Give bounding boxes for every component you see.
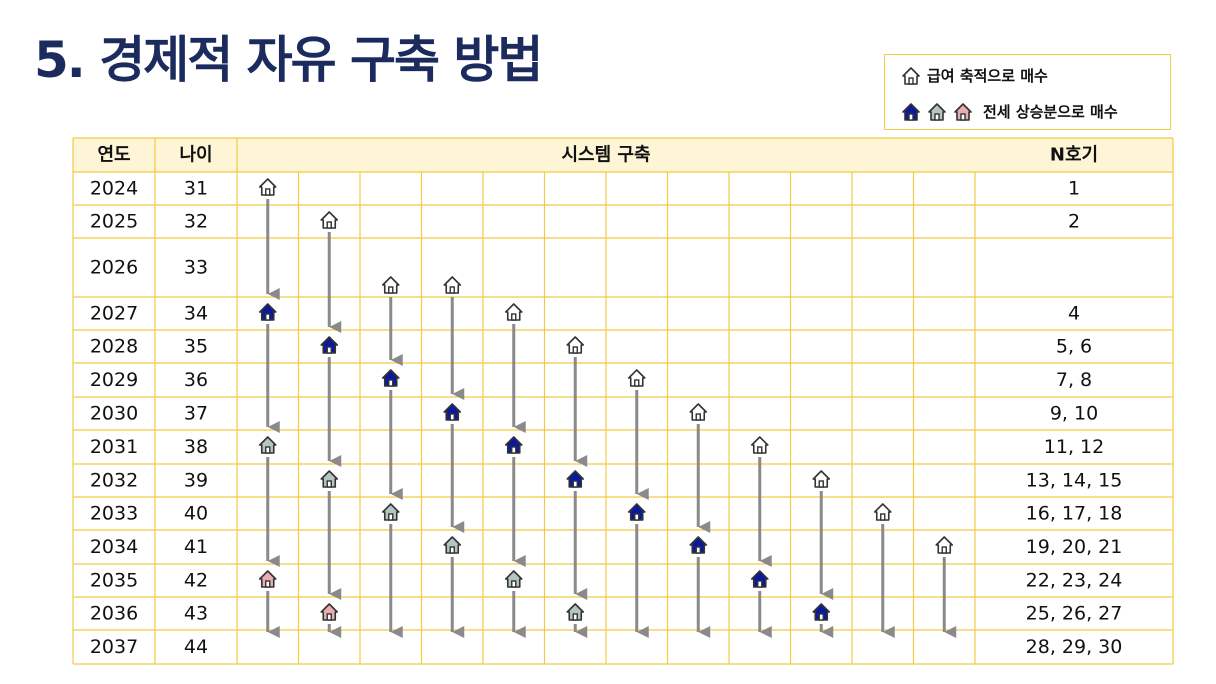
house-gray-icon: [928, 102, 946, 121]
cell-n: 16, 17, 18: [1026, 503, 1123, 525]
house-outline-icon: [627, 369, 646, 387]
house-gray-icon: [566, 603, 585, 621]
cell-n: 9, 10: [1050, 403, 1098, 425]
header-n: N호기: [1050, 145, 1098, 166]
grid-lines: [72, 137, 1174, 665]
legend: 급여 축적으로 매수 전세 상승분으로 매수: [884, 54, 1171, 130]
cell-age: 32: [184, 211, 208, 233]
cell-age: 35: [184, 336, 208, 358]
cell-age: 43: [184, 603, 208, 625]
house-navy-icon: [627, 503, 646, 521]
cell-age: 38: [184, 436, 208, 458]
house-navy-icon: [258, 303, 277, 321]
house-outline-icon: [902, 66, 920, 85]
cell-year: 2029: [90, 369, 138, 391]
cell-year: 2036: [90, 603, 138, 625]
header-age: 나이: [179, 145, 212, 166]
house-outline-icon: [258, 178, 277, 196]
house-outline-icon: [381, 276, 400, 294]
house-outline-icon: [566, 336, 585, 354]
house-navy-icon: [504, 436, 523, 454]
cell-n: 25, 26, 27: [1026, 603, 1123, 625]
cell-n: 13, 14, 15: [1026, 470, 1123, 492]
house-outline-icon: [689, 403, 708, 421]
cell-age: 37: [184, 403, 208, 425]
house-pink-icon: [258, 570, 277, 588]
house-navy-icon: [812, 603, 831, 621]
house-navy-icon: [566, 470, 585, 488]
cell-year: 2037: [90, 636, 138, 658]
house-gray-icon: [258, 436, 277, 454]
cell-n: 2: [1068, 211, 1080, 233]
house-outline-icon: [812, 470, 831, 488]
house-gray-icon: [504, 570, 523, 588]
table-header-bg: [73, 138, 1173, 172]
cell-age: 41: [184, 536, 208, 558]
house-gray-icon: [381, 503, 400, 521]
house-navy-icon: [689, 536, 708, 554]
cell-year: 2033: [90, 503, 138, 525]
cell-age: 39: [184, 470, 208, 492]
house-outline-icon: [443, 276, 462, 294]
cell-age: 31: [184, 178, 208, 200]
cell-age: 42: [184, 570, 208, 592]
house-pink-icon: [954, 102, 972, 121]
cell-year: 2031: [90, 436, 138, 458]
cell-n: 7, 8: [1056, 369, 1092, 391]
legend-item-salary: 급여 축적으로 매수: [901, 65, 1048, 86]
cell-n: 11, 12: [1044, 436, 1104, 458]
cell-n: 5, 6: [1056, 336, 1092, 358]
cell-n: 28, 29, 30: [1026, 636, 1123, 658]
house-navy-icon: [443, 403, 462, 421]
house-outline-icon: [750, 436, 769, 454]
house-outline-icon: [504, 303, 523, 321]
legend-label-jeonse: 전세 상승분으로 매수: [983, 103, 1118, 121]
cell-age: 36: [184, 369, 208, 391]
cell-year: 2032: [90, 470, 138, 492]
cell-year: 2027: [90, 303, 138, 325]
cell-n: 19, 20, 21: [1026, 536, 1123, 558]
house-outline-icon: [935, 536, 954, 554]
cell-year: 2030: [90, 403, 138, 425]
cell-age: 33: [184, 257, 208, 279]
header-system: 시스템 구축: [561, 145, 650, 166]
legend-item-jeonse: 전세 상승분으로 매수: [901, 101, 1118, 122]
cell-year: 2028: [90, 336, 138, 358]
cell-n: 1: [1068, 178, 1080, 200]
house-pink-icon: [320, 603, 339, 621]
legend-label-salary: 급여 축적으로 매수: [927, 67, 1048, 85]
cell-year: 2024: [90, 178, 138, 200]
house-gray-icon: [320, 470, 339, 488]
house-navy-icon: [750, 570, 769, 588]
house-navy-icon: [381, 369, 400, 387]
house-gray-icon: [443, 536, 462, 554]
cell-age: 40: [184, 503, 208, 525]
house-outline-icon: [873, 503, 892, 521]
house-navy-icon: [902, 102, 920, 121]
header-year: 연도: [97, 145, 130, 166]
cell-n: 22, 23, 24: [1026, 570, 1123, 592]
cell-year: 2025: [90, 211, 138, 233]
cell-age: 44: [184, 636, 208, 658]
house-outline-icon: [320, 211, 339, 229]
cell-year: 2035: [90, 570, 138, 592]
cell-n: 4: [1068, 303, 1080, 325]
cell-age: 34: [184, 303, 208, 325]
cell-year: 2034: [90, 536, 138, 558]
house-navy-icon: [320, 336, 339, 354]
cell-year: 2026: [90, 257, 138, 279]
page-title: 5. 경제적 자유 구축 방법: [34, 31, 543, 89]
